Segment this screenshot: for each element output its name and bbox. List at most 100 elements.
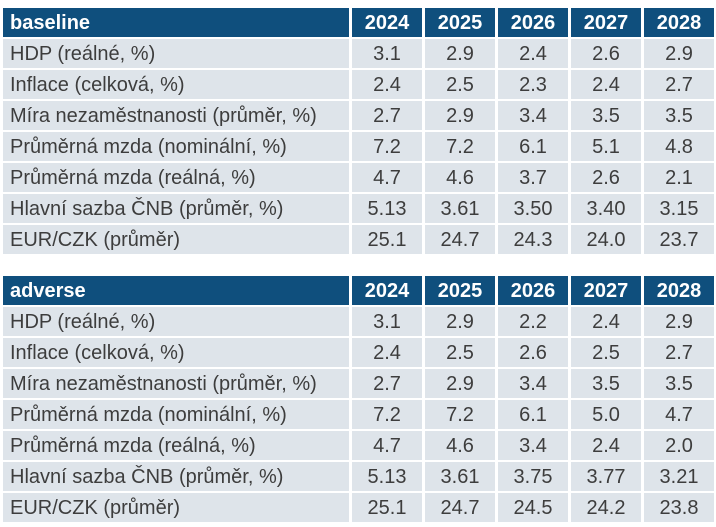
row-label: Hlavní sazba ČNB (průměr, %) (3, 194, 349, 223)
value-cell: 2.9 (644, 39, 714, 68)
value-cell: 7.2 (425, 400, 495, 429)
value-cell: 3.1 (352, 39, 422, 68)
scenario-name-header: baseline (3, 8, 349, 37)
value-cell: 3.5 (571, 101, 641, 130)
value-cell: 3.5 (644, 369, 714, 398)
value-cell: 2.5 (425, 70, 495, 99)
table-row: EUR/CZK (průměr) 25.1 24.7 24.3 24.0 23.7 (3, 225, 714, 254)
table-row: Míra nezaměstnanosti (průměr, %) 2.7 2.9 3.… (3, 101, 714, 130)
row-label: HDP (reálné, %) (3, 307, 349, 336)
value-cell: 2.0 (644, 431, 714, 460)
value-cell: 2.7 (352, 369, 422, 398)
row-label: Hlavní sazba ČNB (průměr, %) (3, 462, 349, 491)
table-row: Inflace (celková, %) 2.4 2.5 2.3 2.4 2.7 (3, 70, 714, 99)
year-column-header: 2027 (571, 276, 641, 305)
value-cell: 2.4 (352, 70, 422, 99)
value-cell: 2.6 (498, 338, 568, 367)
value-cell: 2.9 (425, 39, 495, 68)
value-cell: 4.8 (644, 132, 714, 161)
year-column-header: 2028 (644, 8, 714, 37)
year-column-header: 2026 (498, 8, 568, 37)
row-label: HDP (reálné, %) (3, 39, 349, 68)
year-column-header: 2028 (644, 276, 714, 305)
value-cell: 2.4 (571, 431, 641, 460)
value-cell: 6.1 (498, 132, 568, 161)
row-label: EUR/CZK (průměr) (3, 225, 349, 254)
value-cell: 2.9 (425, 101, 495, 130)
baseline-scenario-table: baseline 2024 2025 2026 2027 2028 HDP (reálné,… (0, 6, 716, 256)
value-cell: 4.7 (644, 400, 714, 429)
value-cell: 6.1 (498, 400, 568, 429)
value-cell: 5.0 (571, 400, 641, 429)
value-cell: 2.9 (425, 369, 495, 398)
value-cell: 4.6 (425, 163, 495, 192)
table-row: Průměrná mzda (reálná, %) 4.7 4.6 3.7 2.6 2.1 (3, 163, 714, 192)
value-cell: 23.7 (644, 225, 714, 254)
value-cell: 3.61 (425, 462, 495, 491)
value-cell: 2.3 (498, 70, 568, 99)
year-column-header: 2025 (425, 276, 495, 305)
adverse-scenario-table: adverse 2024 2025 2026 2027 2028 HDP (reálné, … (0, 274, 716, 524)
value-cell: 3.7 (498, 163, 568, 192)
value-cell: 2.2 (498, 307, 568, 336)
value-cell: 5.13 (352, 462, 422, 491)
table-row: Průměrná mzda (nominální, %) 7.2 7.2 6.1 5.1… (3, 132, 714, 161)
value-cell: 3.21 (644, 462, 714, 491)
table-row: HDP (reálné, %) 3.1 2.9 2.2 2.4 2.9 (3, 307, 714, 336)
value-cell: 2.5 (425, 338, 495, 367)
value-cell: 3.1 (352, 307, 422, 336)
value-cell: 3.4 (498, 431, 568, 460)
value-cell: 3.5 (571, 369, 641, 398)
table-row: Míra nezaměstnanosti (průměr, %) 2.7 2.9 3.… (3, 369, 714, 398)
value-cell: 24.2 (571, 493, 641, 522)
table-row: HDP (reálné, %) 3.1 2.9 2.4 2.6 2.9 (3, 39, 714, 68)
year-column-header: 2027 (571, 8, 641, 37)
table-row: Průměrná mzda (nominální, %) 7.2 7.2 6.1 5.0… (3, 400, 714, 429)
table-row: Průměrná mzda (reálná, %) 4.7 4.6 3.4 2.4 2.0 (3, 431, 714, 460)
value-cell: 3.4 (498, 101, 568, 130)
value-cell: 4.6 (425, 431, 495, 460)
value-cell: 23.8 (644, 493, 714, 522)
value-cell: 2.4 (571, 70, 641, 99)
value-cell: 3.40 (571, 194, 641, 223)
value-cell: 4.7 (352, 163, 422, 192)
value-cell: 2.7 (352, 101, 422, 130)
table-row: Hlavní sazba ČNB (průměr, %) 5.13 3.61 3.75… (3, 462, 714, 491)
year-column-header: 2025 (425, 8, 495, 37)
value-cell: 2.5 (571, 338, 641, 367)
value-cell: 2.4 (498, 39, 568, 68)
value-cell: 2.9 (425, 307, 495, 336)
value-cell: 24.7 (425, 225, 495, 254)
value-cell: 2.1 (644, 163, 714, 192)
header-row: baseline 2024 2025 2026 2027 2028 (3, 8, 714, 37)
value-cell: 24.5 (498, 493, 568, 522)
value-cell: 2.7 (644, 70, 714, 99)
value-cell: 25.1 (352, 493, 422, 522)
value-cell: 3.77 (571, 462, 641, 491)
value-cell: 25.1 (352, 225, 422, 254)
value-cell: 24.0 (571, 225, 641, 254)
table-row: Hlavní sazba ČNB (průměr, %) 5.13 3.61 3.50… (3, 194, 714, 223)
row-label: EUR/CZK (průměr) (3, 493, 349, 522)
scenario-name-header: adverse (3, 276, 349, 305)
header-row: adverse 2024 2025 2026 2027 2028 (3, 276, 714, 305)
value-cell: 2.7 (644, 338, 714, 367)
value-cell: 24.3 (498, 225, 568, 254)
value-cell: 2.4 (571, 307, 641, 336)
value-cell: 5.13 (352, 194, 422, 223)
row-label: Míra nezaměstnanosti (průměr, %) (3, 369, 349, 398)
row-label: Průměrná mzda (reálná, %) (3, 431, 349, 460)
value-cell: 4.7 (352, 431, 422, 460)
value-cell: 7.2 (352, 400, 422, 429)
value-cell: 5.1 (571, 132, 641, 161)
table-row: Inflace (celková, %) 2.4 2.5 2.6 2.5 2.7 (3, 338, 714, 367)
value-cell: 3.15 (644, 194, 714, 223)
value-cell: 3.61 (425, 194, 495, 223)
value-cell: 2.9 (644, 307, 714, 336)
year-column-header: 2026 (498, 276, 568, 305)
year-column-header: 2024 (352, 276, 422, 305)
row-label: Průměrná mzda (nominální, %) (3, 400, 349, 429)
value-cell: 3.4 (498, 369, 568, 398)
row-label: Inflace (celková, %) (3, 338, 349, 367)
